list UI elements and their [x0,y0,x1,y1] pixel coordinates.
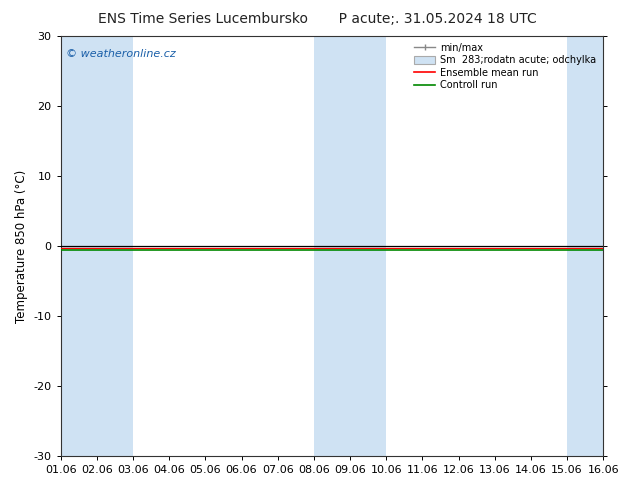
Text: ENS Time Series Lucembursko       P acute;. 31.05.2024 18 UTC: ENS Time Series Lucembursko P acute;. 31… [98,12,536,26]
Legend: min/max, Sm  283;rodatn acute; odchylka, Ensemble mean run, Controll run: min/max, Sm 283;rodatn acute; odchylka, … [412,41,598,92]
Bar [97,36,133,456]
Y-axis label: Temperature 850 hPa (°C): Temperature 850 hPa (°C) [15,170,28,323]
Bar [61,36,97,456]
Text: © weatheronline.cz: © weatheronline.cz [66,49,176,59]
Bar [314,36,350,456]
Bar [567,36,603,456]
Bar [350,36,386,456]
